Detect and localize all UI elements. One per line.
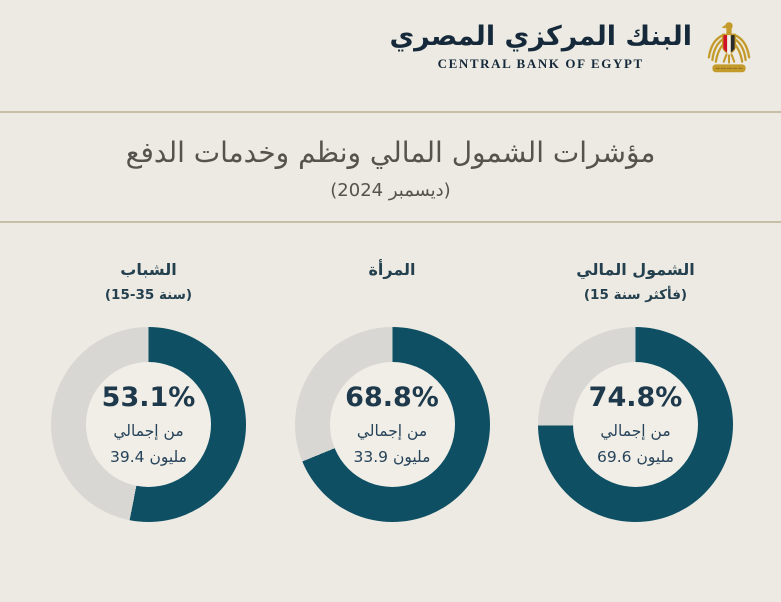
donut-chart-financial-inclusion: الشمول المالي (15 سنة‎ فأكثر‎) 74.8% من … — [538, 255, 733, 522]
donut-caption: من إجمالي — [356, 421, 428, 440]
donut-total: 69.6 مليون — [597, 447, 674, 466]
chart-label-block: الشباب (15-35 سنة) — [51, 255, 246, 327]
donut-caption: من إجمالي — [600, 421, 671, 440]
title-band: مؤشرات الشمول المالي ونظم وخدمات الدفع (… — [0, 111, 781, 223]
chart-title: الشمول المالي — [576, 260, 695, 279]
cbe-logo-arabic: البنك المركزي المصري — [389, 21, 692, 52]
cbe-logo: البنك المركزي المصري CENTRAL BANK OF EGY… — [389, 16, 757, 76]
donut-ring: 53.1% من إجمالي 39.4 مليون — [51, 327, 246, 522]
donut-caption: من إجمالي — [113, 421, 184, 440]
chart-subtitle: (15-35 سنة) — [104, 287, 193, 303]
donut-value: 68.8% — [345, 381, 439, 413]
chart-subtitle: (15 سنة‎ فأكثر‎) — [583, 287, 688, 303]
donut-total: 33.9 مليون — [353, 447, 431, 466]
donut-ring: 68.8% من إجمالي 33.9 مليون — [294, 327, 490, 522]
cbe-logo-english: CENTRAL BANK OF EGYPT — [437, 56, 644, 71]
donut-center: 68.8% من إجمالي 33.9 مليون — [325, 357, 460, 492]
egypt-eagle-emblem-icon — [701, 16, 757, 76]
chart-title: الشباب — [120, 260, 177, 279]
donut-center: 53.1% من إجمالي 39.4 مليون — [81, 357, 216, 492]
page-subtitle: (ديسمبر 2024) — [330, 180, 451, 201]
donut-value: 74.8% — [588, 381, 683, 413]
donut-ring: 74.8% من إجمالي 69.6 مليون — [538, 327, 733, 522]
header: البنك المركزي المصري CENTRAL BANK OF EGY… — [0, 0, 781, 111]
donut-value: 53.1% — [101, 381, 196, 413]
donut-total: 39.4 مليون — [110, 447, 187, 466]
donut-chart-women: المرأة 68.8% من إجمالي 33.9 مليون — [294, 255, 490, 522]
page-title: مؤشرات الشمول المالي ونظم وخدمات الدفع — [125, 136, 656, 169]
donut-chart-youth: الشباب (15-35 سنة) 53.1% من إجمالي 39.4 … — [51, 255, 246, 522]
donut-center: 74.8% من إجمالي 69.6 مليون — [568, 357, 703, 492]
chart-label-block: المرأة — [295, 255, 490, 327]
charts-row: الشمول المالي (15 سنة‎ فأكثر‎) 74.8% من … — [0, 223, 781, 522]
cbe-logo-text: البنك المركزي المصري CENTRAL BANK OF EGY… — [389, 20, 692, 72]
chart-title: المرأة — [368, 260, 416, 279]
chart-label-block: الشمول المالي (15 سنة‎ فأكثر‎) — [538, 255, 733, 327]
